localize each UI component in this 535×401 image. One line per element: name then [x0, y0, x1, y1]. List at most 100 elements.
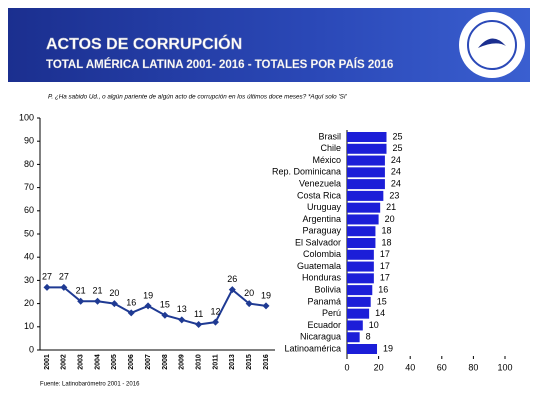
category-label: Honduras — [302, 273, 342, 283]
x-tick-label: 60 — [437, 362, 447, 372]
bar — [347, 155, 385, 166]
logo-mark — [478, 38, 506, 48]
value-label: 25 — [393, 143, 403, 153]
bar — [347, 296, 371, 307]
value-label: 19 — [143, 290, 153, 300]
value-label: 21 — [76, 286, 86, 296]
bar — [347, 226, 376, 237]
category-label: Rep. Dominicana — [272, 167, 341, 177]
value-label: 13 — [177, 304, 187, 314]
marker — [127, 309, 135, 317]
marker — [178, 316, 186, 324]
y-tick-label: 100 — [19, 112, 34, 122]
category-label: Ecuador — [307, 320, 341, 330]
x-tick-label: 80 — [468, 362, 478, 372]
x-tick-label: 2004 — [94, 354, 101, 370]
marker — [60, 283, 68, 291]
value-label: 17 — [380, 273, 390, 283]
x-tick-label: 40 — [405, 362, 415, 372]
value-label: 24 — [391, 155, 401, 165]
y-tick-label: 60 — [24, 205, 34, 215]
bar — [347, 179, 385, 190]
bar — [347, 308, 370, 319]
x-tick-label: 2016 — [263, 354, 270, 370]
value-label: 17 — [380, 261, 390, 271]
bar — [347, 167, 385, 178]
x-tick-label: 2007 — [145, 354, 152, 370]
marker — [94, 297, 102, 305]
marker — [110, 300, 118, 308]
category-label: Panamá — [307, 296, 341, 306]
value-label: 18 — [381, 226, 391, 236]
header-subtitle: TOTAL AMÉRICA LATINA 2001- 2016 - TOTALE… — [46, 58, 393, 71]
x-tick-label: 2010 — [195, 354, 202, 370]
value-label: 24 — [391, 167, 401, 177]
value-label: 15 — [377, 296, 387, 306]
value-label: 26 — [227, 274, 237, 284]
bar — [347, 238, 376, 248]
marker — [228, 286, 236, 294]
value-label: 8 — [366, 332, 371, 342]
y-tick-label: 50 — [24, 228, 34, 238]
x-tick-label: 2008 — [162, 354, 169, 370]
category-label: México — [312, 155, 341, 165]
category-label: Costa Rica — [297, 190, 341, 200]
y-tick-label: 90 — [24, 136, 34, 146]
x-tick-label: 100 — [497, 362, 512, 372]
value-label: 20 — [385, 214, 395, 224]
x-tick-label: 0 — [344, 362, 349, 372]
category-label: Guatemala — [297, 261, 341, 271]
x-tick-label: 2003 — [78, 354, 85, 370]
marker — [43, 283, 51, 291]
bar — [347, 202, 381, 213]
bar — [347, 132, 387, 142]
category-label: Paraguay — [302, 226, 341, 236]
y-tick-label: 40 — [24, 252, 34, 262]
category-label: El Salvador — [295, 237, 341, 247]
category-label: Bolivia — [314, 284, 341, 294]
x-tick-label: 2006 — [128, 354, 135, 370]
y-tick-label: 10 — [24, 321, 34, 331]
value-label: 20 — [109, 288, 119, 298]
category-label: Chile — [320, 143, 341, 153]
y-tick-label: 80 — [24, 159, 34, 169]
marker — [245, 300, 253, 308]
marker — [211, 318, 219, 326]
y-tick-label: 30 — [24, 275, 34, 285]
x-tick-label: 2015 — [246, 354, 253, 370]
value-label: 19 — [383, 343, 393, 353]
value-label: 18 — [381, 237, 391, 247]
value-label: 25 — [393, 131, 403, 141]
marker — [262, 302, 270, 310]
category-label: Latinoamérica — [284, 343, 341, 353]
header-band — [8, 8, 530, 82]
value-label: 14 — [375, 308, 385, 318]
category-label: Brasil — [318, 131, 341, 141]
value-label: 19 — [261, 290, 271, 300]
x-tick-label: 2013 — [229, 354, 236, 370]
x-tick-label: 2011 — [212, 354, 219, 369]
value-label: 21 — [93, 286, 103, 296]
value-label: 15 — [160, 300, 170, 310]
bar — [347, 261, 374, 272]
value-label: 24 — [391, 178, 401, 188]
question: P. ¿Ha sabido Ud., o algún pariente de a… — [48, 94, 348, 101]
category-label: Perú — [322, 308, 341, 318]
x-tick-label: 2002 — [61, 354, 68, 370]
x-tick-label: 2009 — [179, 354, 186, 370]
marker — [77, 297, 85, 305]
value-label: 12 — [210, 307, 220, 317]
category-label: Venezuela — [299, 178, 341, 188]
bar — [347, 214, 379, 225]
y-tick-label: 20 — [24, 298, 34, 308]
bar — [347, 273, 374, 284]
y-tick-label: 70 — [24, 182, 34, 192]
y-tick-label: 0 — [29, 344, 34, 354]
bar — [347, 320, 363, 331]
value-label: 11 — [194, 309, 203, 319]
value-label: 27 — [59, 272, 69, 282]
source: Fuente: Latinobarómetro 2001 - 2016 — [40, 382, 140, 388]
category-label: Uruguay — [307, 202, 342, 212]
value-label: 21 — [386, 202, 396, 212]
